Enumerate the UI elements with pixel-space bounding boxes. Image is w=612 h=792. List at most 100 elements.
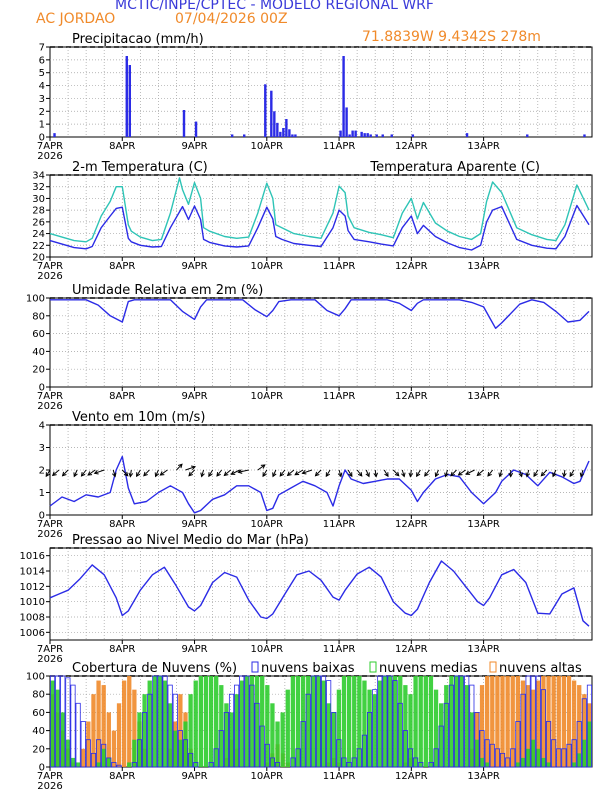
cloud-bar-nuvens-baixas	[525, 675, 531, 768]
y-tick-label: 3	[39, 443, 45, 454]
cloud-bar-nuvens-altas	[495, 676, 500, 767]
wind-arrow	[45, 469, 51, 478]
cloud-bar-nuvens-baixas	[60, 675, 66, 768]
panel-title: Cobertura de Nuvens (%)	[72, 661, 237, 676]
cloud-bar-nuvens-altas	[510, 676, 515, 767]
cloud-bar-nuvens-baixas	[571, 739, 577, 768]
cloud-bar-nuvens-medias	[377, 680, 382, 767]
cloud-bar-nuvens-baixas	[259, 725, 265, 768]
cloud-bar-nuvens-medias	[331, 712, 336, 767]
precip-bar	[345, 107, 348, 137]
cloud-bar-nuvens-altas	[106, 712, 111, 767]
cloud-bar-nuvens-baixas	[208, 762, 214, 768]
legend-label: nuvens medias	[379, 661, 478, 676]
wind-arrow	[518, 469, 523, 478]
cloud-bar-nuvens-baixas	[392, 680, 398, 768]
cloud-bar-nuvens-medias	[408, 694, 413, 767]
x-tick-label: 9APR	[181, 644, 207, 655]
wind-arrow	[154, 469, 160, 478]
cloud-bar-nuvens-baixas	[142, 712, 148, 768]
cloud-bar-nuvens-medias	[474, 739, 480, 767]
x-tick-label: 12APR	[395, 644, 428, 655]
wind-arrow	[128, 469, 134, 478]
x-tick-label: 12APR	[395, 391, 428, 402]
y-tick-label: 28	[32, 206, 45, 217]
cloud-bar-nuvens-medias	[321, 680, 326, 767]
cloud-bar-nuvens-baixas	[510, 748, 516, 768]
wind-arrow	[73, 469, 78, 478]
cloud-bar-nuvens-baixas	[223, 712, 229, 768]
cloud-bar-nuvens-medias	[265, 685, 270, 767]
cloud-bar-nuvens-medias	[367, 689, 372, 767]
cloud-bar-nuvens-altas	[541, 676, 546, 767]
wind-arrow	[562, 469, 567, 478]
cloud-bar-nuvens-medias	[65, 739, 71, 767]
wind-arrow	[136, 469, 141, 478]
cloud-bar-nuvens-baixas	[438, 725, 444, 768]
cloud-bar-nuvens-medias	[219, 685, 224, 767]
cloud-bar-nuvens-medias	[295, 676, 301, 767]
series-line	[49, 204, 590, 251]
cloud-bar-nuvens-medias	[372, 694, 377, 767]
cloud-bar-nuvens-baixas	[581, 698, 587, 768]
x-tick-label: 8APR	[109, 519, 135, 530]
precip-bar	[366, 133, 369, 137]
y-tick-label: 7	[39, 43, 45, 54]
y-tick-label: 1006	[20, 628, 45, 639]
precip-bar	[279, 131, 282, 137]
cloud-bar-nuvens-baixas	[315, 675, 322, 768]
series-line	[49, 560, 590, 627]
wind-arrow	[533, 469, 539, 478]
cloud-bar-nuvens-medias	[341, 676, 347, 767]
x-tick-label: 9APR	[181, 141, 207, 152]
cloud-bar-nuvens-medias	[280, 712, 285, 767]
wind-arrow	[230, 469, 240, 475]
cloud-bar-nuvens-altas	[485, 676, 490, 767]
wind-arrow	[286, 469, 295, 477]
cloud-bar-nuvens-baixas	[505, 757, 511, 768]
cloud-bar-nuvens-baixas	[80, 721, 86, 768]
cloud-bar-nuvens-baixas	[193, 762, 199, 768]
wind-arrow	[508, 470, 514, 478]
cloud-bar-nuvens-baixas	[249, 684, 255, 768]
x-year-label: 2026	[37, 151, 62, 162]
wind-arrow	[392, 469, 400, 477]
cloud-bar-nuvens-medias	[382, 676, 388, 767]
wind-arrow	[93, 469, 105, 475]
cloud-bar-nuvens-medias	[336, 689, 342, 767]
cloud-bar-nuvens-altas	[91, 694, 96, 767]
y-tick-label: 32	[32, 182, 45, 193]
cloud-bar-nuvens-medias	[234, 694, 239, 767]
cloud-bar-nuvens-medias	[285, 689, 290, 767]
y-tick-label: 3	[39, 94, 45, 105]
wind-arrow	[159, 469, 168, 476]
cloud-bar-nuvens-medias	[147, 680, 152, 767]
cloud-bar-nuvens-baixas	[341, 757, 347, 768]
panel-3	[46, 297, 593, 391]
panel-5	[46, 547, 593, 644]
cloud-bar-nuvens-baixas	[177, 730, 183, 768]
cloud-bar-nuvens-baixas	[239, 675, 245, 768]
precip-bar	[526, 134, 529, 137]
cloud-bar-nuvens-medias	[106, 757, 111, 767]
series-line	[49, 455, 590, 514]
cloud-bar-nuvens-baixas	[453, 675, 460, 768]
cloud-bar-nuvens-baixas	[351, 757, 357, 768]
x-tick-label: 10APR	[251, 519, 284, 530]
cloud-bar-nuvens-baixas	[218, 730, 224, 768]
cloud-bar-nuvens-altas	[520, 680, 526, 767]
cloud-bar-nuvens-baixas	[464, 675, 470, 768]
y-tick-label: 34	[32, 171, 45, 182]
cloud-bar-nuvens-baixas	[561, 748, 567, 768]
x-tick-label: 13APR	[467, 771, 500, 782]
precip-bar	[194, 121, 198, 137]
cloud-bar-nuvens-medias	[403, 685, 408, 767]
cloud-bar-nuvens-medias	[55, 689, 60, 767]
wind-arrow	[450, 469, 457, 477]
cloud-bar-nuvens-baixas	[586, 684, 593, 768]
cloud-bar-nuvens-medias	[275, 721, 280, 767]
cloud-bar-nuvens-medias	[387, 676, 393, 767]
x-tick-label: 7APR	[37, 141, 63, 152]
cloud-bar-nuvens-medias	[362, 680, 367, 767]
wind-arrow	[444, 469, 449, 478]
